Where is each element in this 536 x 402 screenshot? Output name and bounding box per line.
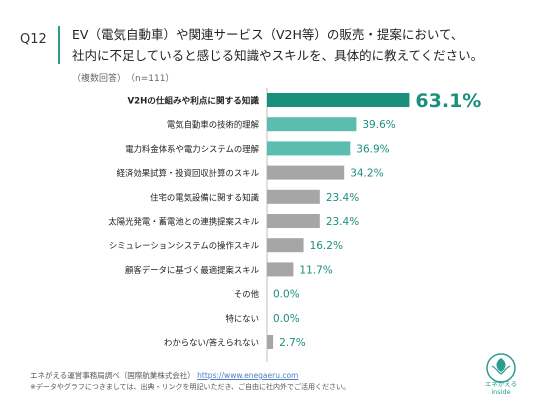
value-label: 23.4% xyxy=(326,216,359,228)
logo-text: エネがえる inside xyxy=(478,380,524,396)
question-meta: （複数回答） （n=111） xyxy=(72,74,175,84)
category-label: わからない/答えられない xyxy=(164,338,259,348)
bar xyxy=(267,141,351,156)
bar xyxy=(267,93,410,107)
question-number: Q12 xyxy=(20,32,47,47)
logo-line-1: エネがえる xyxy=(484,380,518,388)
enegaeru-logo-icon xyxy=(486,353,516,383)
source-text: エネがえる運営事務局調べ（国際航業株式会社） xyxy=(30,371,195,380)
usage-note: ※データやグラフにつきましては、出典・リンクを明記いただき、ご自由に社内外でご活… xyxy=(30,383,351,391)
category-label: 顧客データに基づく最適提案スキル xyxy=(125,265,259,275)
value-label: 34.2% xyxy=(350,168,383,180)
value-label: 36.9% xyxy=(356,143,389,155)
category-label: シミュレーションシステムの操作スキル xyxy=(109,241,259,251)
value-label: 11.7% xyxy=(299,264,332,276)
question-line-1: EV（電気自動車）や関連サービス（V2H等）の販売・提案において、 xyxy=(72,27,464,42)
value-label: 2.7% xyxy=(279,337,306,349)
bar xyxy=(267,262,294,277)
bar xyxy=(267,189,320,204)
value-label: 63.1% xyxy=(415,90,481,112)
bar xyxy=(267,238,304,253)
value-label: 0.0% xyxy=(273,289,300,301)
value-label: 16.2% xyxy=(310,240,343,252)
value-label: 39.6% xyxy=(362,119,395,131)
question-text: EV（電気自動車）や関連サービス（V2H等）の販売・提案において、 社内に不足し… xyxy=(72,24,483,66)
source-link[interactable]: https://www.enegaeru.com xyxy=(197,371,299,380)
value-label: 0.0% xyxy=(273,313,300,325)
bar xyxy=(267,335,274,349)
category-label: V2Hの仕組みや利点に関する知識 xyxy=(127,95,259,107)
question-line-2: 社内に不足していると感じる知識やスキルを、具体的に教えてください。 xyxy=(72,48,484,63)
logo-line-2: inside xyxy=(491,388,511,396)
source-line: エネがえる運営事務局調べ（国際航業株式会社） https://www.enega… xyxy=(30,370,298,381)
category-label: 経済効果試算・投資回収計算のスキル xyxy=(117,168,259,178)
category-label: 電力料金体系や電力システムの理解 xyxy=(125,144,259,154)
category-label: 太陽光発電・蓄電池との連携提案スキル xyxy=(108,217,259,227)
category-label: 特にない xyxy=(226,313,260,323)
value-label: 23.4% xyxy=(326,192,359,204)
question-divider xyxy=(58,26,60,64)
bar xyxy=(267,165,345,180)
category-label: その他 xyxy=(234,289,260,299)
bar xyxy=(267,214,320,228)
bar xyxy=(267,117,357,132)
category-label: 電気自動車の技術的理解 xyxy=(167,120,260,130)
category-label: 住宅の電気設備に関する知識 xyxy=(150,192,259,202)
